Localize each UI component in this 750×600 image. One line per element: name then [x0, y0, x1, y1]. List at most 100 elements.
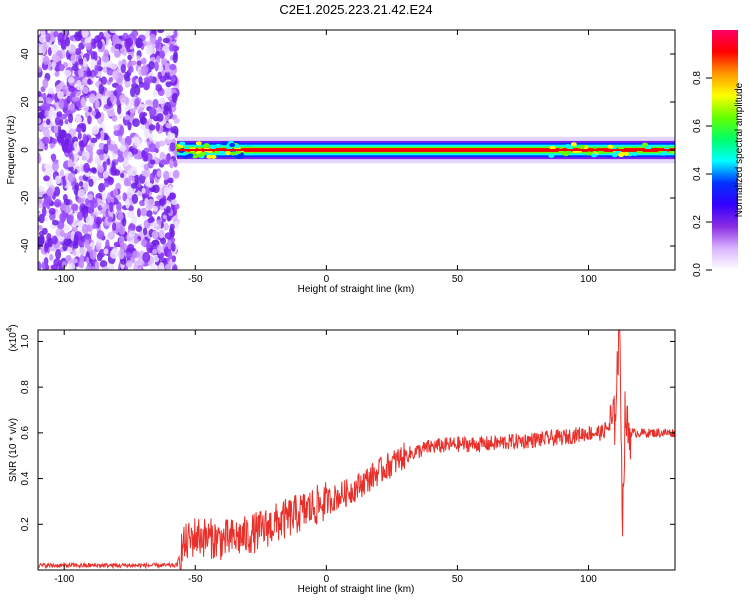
noise-cell [118, 60, 123, 67]
carrier-blob [203, 143, 210, 148]
spectrogram-heatmap [38, 30, 675, 270]
noise-cell [123, 181, 132, 187]
carrier-blob [660, 151, 667, 156]
noise-cell [136, 60, 142, 66]
noise-cell [43, 175, 50, 182]
noise-cell [74, 48, 82, 56]
noise-cell [156, 112, 164, 123]
noise-cell [134, 98, 140, 107]
noise-cell [164, 263, 172, 270]
noise-cell [87, 115, 92, 125]
noise-cell [163, 187, 171, 197]
noise-cell [169, 158, 174, 169]
noise-cell [135, 37, 143, 49]
noise-cell [163, 170, 170, 181]
noise-cell [132, 118, 140, 128]
noise-cell [131, 148, 139, 155]
noise-cell [109, 30, 118, 34]
noise-cell [173, 117, 180, 124]
noise-cell [156, 219, 162, 225]
noise-cell [80, 96, 86, 107]
noise-cell [110, 63, 118, 70]
noise-cell [145, 30, 150, 37]
noise-cell [109, 249, 118, 259]
noise-cell [62, 30, 68, 36]
carrier-blob [182, 154, 189, 159]
noise-cell [172, 169, 180, 179]
noise-cell [63, 232, 72, 240]
noise-cell [169, 223, 175, 231]
noise-cell [71, 249, 77, 256]
noise-cell [148, 142, 157, 153]
noise-cell [114, 43, 123, 50]
noise-cell [59, 169, 65, 178]
x-tick-label: -50 [188, 274, 203, 285]
noise-cell [152, 205, 159, 212]
noise-cell [101, 190, 107, 202]
noise-cell [122, 192, 127, 202]
noise-cell [117, 86, 122, 98]
carrier-blob [631, 151, 638, 156]
carrier-blob [221, 141, 228, 146]
noise-cell [156, 170, 162, 178]
noise-cell [149, 33, 157, 44]
noise-cell [149, 172, 155, 183]
noise-cell [95, 216, 103, 226]
noise-cell [55, 228, 61, 237]
spectrogram-y-ticks: -40 -20 0 20 40 [20, 48, 675, 253]
noise-cell [150, 185, 156, 193]
noise-cell [152, 108, 157, 116]
noise-cell [131, 82, 139, 89]
noise-cell [141, 187, 146, 194]
noise-cell [82, 57, 87, 68]
noise-cell [64, 118, 69, 125]
noise-cell [115, 96, 121, 106]
snr-y-ticks: 0.2 0.4 0.6 0.8 1.0 [20, 334, 675, 531]
noise-cell [173, 159, 178, 168]
noise-cell [45, 32, 51, 43]
noise-cell [50, 264, 58, 270]
noise-cell [152, 98, 159, 109]
noise-cell [102, 170, 109, 178]
snr-x-ticks: -100 -50 0 50 100 [54, 330, 597, 585]
noise-cell [64, 133, 72, 144]
y-tick-label: 40 [20, 48, 31, 60]
noise-cell [42, 43, 47, 54]
noise-cell [77, 189, 86, 199]
noise-cell [165, 205, 171, 214]
noise-cell [148, 132, 154, 142]
noise-cell [146, 242, 151, 249]
noise-cell [87, 78, 92, 85]
noise-cell [54, 175, 62, 185]
noise-cell [159, 153, 168, 160]
noise-cell [79, 254, 84, 265]
noise-cell [99, 260, 108, 268]
noise-cell [63, 69, 72, 77]
noise-cell [56, 111, 63, 117]
noise-cell [38, 118, 42, 124]
spectrogram-x-label: Height of straight line (km) [298, 284, 415, 295]
carrier-blob [623, 152, 630, 157]
noise-cell [125, 37, 134, 48]
noise-cell [145, 99, 153, 106]
noise-cell [65, 142, 73, 154]
noise-cell [113, 169, 121, 176]
noise-cell [157, 30, 165, 34]
noise-cell [57, 64, 65, 72]
noise-cell [69, 258, 78, 264]
y-tick-label: 0.8 [20, 380, 31, 394]
noise-cell [78, 58, 85, 65]
noise-cell [92, 198, 98, 204]
noise-cell [112, 188, 119, 197]
noise-cell [38, 152, 41, 164]
noise-cell [134, 174, 139, 185]
noise-cell [48, 207, 56, 215]
carrier-blob [229, 143, 236, 148]
noise-cell [127, 210, 135, 219]
carrier-blob [199, 151, 206, 156]
noise-cell [129, 87, 136, 98]
noise-cell [98, 182, 106, 193]
page-title: C2E1.2025.223.21.42.E24 [279, 2, 433, 17]
noise-cell [108, 76, 114, 83]
y-tick-label: -20 [20, 190, 31, 205]
